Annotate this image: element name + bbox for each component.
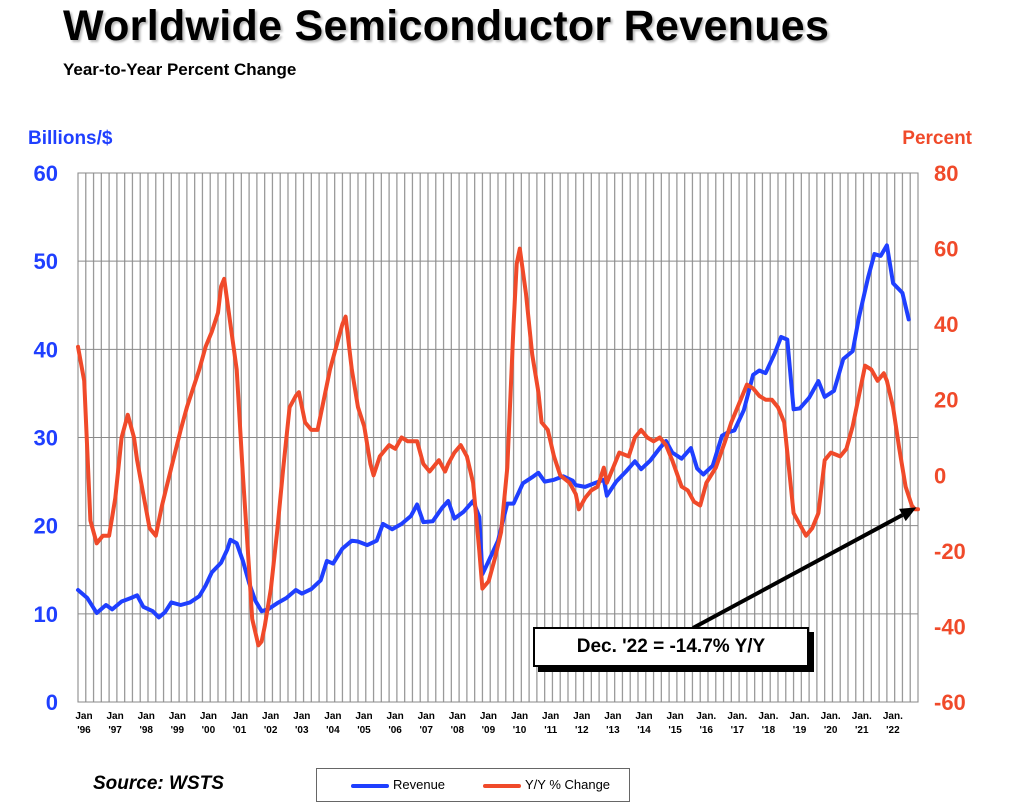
x-tick-label-month: Jan — [449, 711, 466, 722]
x-tick-label-month: Jan — [324, 711, 341, 722]
x-tick-label-year: '17 — [731, 725, 745, 736]
x-tick-label-year: '13 — [606, 725, 620, 736]
x-tick-label-year: '03 — [295, 725, 309, 736]
x-tick-label-month: Jan — [231, 711, 248, 722]
left-axis-ticks: 60 50 40 30 20 10 0 — [34, 161, 58, 715]
x-tick-label-year: '21 — [855, 725, 869, 736]
left-tick-label: 50 — [34, 249, 58, 274]
x-tick-label-year: '14 — [637, 725, 651, 736]
x-tick-label-month: Jan — [386, 711, 403, 722]
x-tick-label-month: Jan — [106, 711, 123, 722]
x-tick-label-month: Jan — [480, 711, 497, 722]
x-tick-label-month: Jan — [604, 711, 621, 722]
x-tick-label-year: '10 — [513, 725, 527, 736]
right-tick-label: 60 — [934, 237, 958, 262]
x-tick-label-year: '05 — [357, 725, 371, 736]
x-tick-label-month: Jan. — [790, 711, 810, 722]
x-tick-label-month: Jan — [418, 711, 435, 722]
chart-subtitle: Year-to-Year Percent Change — [63, 60, 297, 79]
x-tick-label-month: Jan — [573, 711, 590, 722]
x-tick-label-month: Jan — [262, 711, 279, 722]
x-tick-label-month: Jan — [169, 711, 186, 722]
x-tick-label-month: Jan. — [727, 711, 747, 722]
x-tick-label-year: '15 — [668, 725, 682, 736]
x-axis-ticks: Jan '96 Jan '97 Jan '98 Jan '99 Jan '00 Jan '01 Jan '… — [75, 711, 903, 736]
x-tick-label-year: '07 — [419, 725, 433, 736]
legend-item-yoy: Y/Y % Change — [483, 777, 610, 792]
left-tick-label: 30 — [34, 426, 58, 451]
annotation-box: Dec. '22 = -14.7% Y/Y — [533, 627, 809, 667]
grid-lines — [77, 172, 919, 703]
right-tick-label: -60 — [934, 690, 966, 715]
x-tick-label-month: Jan. — [696, 711, 716, 722]
right-tick-label: 0 — [934, 463, 946, 488]
legend-label-yoy: Y/Y % Change — [525, 777, 611, 792]
x-tick-label-year: '22 — [886, 725, 900, 736]
x-tick-label-year: '01 — [233, 725, 247, 736]
x-tick-label-year: '12 — [575, 725, 589, 736]
x-tick-label-month: Jan — [75, 711, 92, 722]
right-tick-label: -40 — [934, 614, 966, 639]
x-tick-label-month: Jan — [138, 711, 155, 722]
x-tick-label-year: '98 — [139, 725, 153, 736]
x-tick-label-year: '20 — [824, 725, 838, 736]
right-tick-label: -20 — [934, 539, 966, 564]
x-tick-label-month: Jan. — [883, 711, 903, 722]
chart-title: Worldwide Semiconductor Revenues — [63, 2, 830, 50]
x-tick-label-month: Jan — [511, 711, 528, 722]
right-tick-label: 20 — [934, 388, 958, 413]
left-tick-label: 60 — [34, 161, 58, 186]
legend-swatch-revenue — [351, 783, 389, 788]
legend: Revenue Y/Y % Change — [316, 768, 630, 802]
x-tick-label-year: '04 — [326, 725, 340, 736]
legend-item-revenue: Revenue — [351, 777, 445, 792]
left-tick-label: 40 — [34, 337, 58, 362]
source-label: Source: WSTS — [93, 773, 224, 794]
x-tick-label-year: '06 — [388, 725, 402, 736]
right-axis-label: Percent — [902, 128, 972, 149]
x-tick-label-year: '18 — [762, 725, 776, 736]
left-tick-label: 20 — [34, 514, 58, 539]
left-tick-label: 10 — [34, 602, 58, 627]
x-tick-label-month: Jan — [293, 711, 310, 722]
x-tick-label-year: '97 — [108, 725, 122, 736]
x-tick-label-month: Jan — [355, 711, 372, 722]
x-tick-label-month: Jan. — [852, 711, 872, 722]
x-tick-label-month: Jan. — [758, 711, 778, 722]
x-tick-label-month: Jan — [635, 711, 652, 722]
left-tick-label: 0 — [46, 690, 58, 715]
legend-swatch-yoy — [483, 783, 521, 788]
x-tick-label-year: '99 — [171, 725, 185, 736]
annotation-arrow — [692, 507, 917, 630]
annotation-arrow-head — [899, 507, 917, 522]
x-tick-label-year: '19 — [793, 725, 807, 736]
x-tick-label-year: '09 — [482, 725, 496, 736]
x-tick-label-month: Jan. — [821, 711, 841, 722]
x-tick-label-year: '02 — [264, 725, 278, 736]
x-tick-label-month: Jan — [542, 711, 559, 722]
series-lines — [76, 243, 920, 648]
annotation-arrow-shaft — [692, 513, 904, 630]
x-tick-label-year: '08 — [451, 725, 465, 736]
yoy-change-line — [76, 246, 920, 648]
right-tick-label: 40 — [934, 312, 958, 337]
x-tick-label-year: '11 — [544, 725, 557, 736]
right-tick-label: 80 — [934, 161, 958, 186]
left-axis-label: Billions/$ — [28, 128, 113, 149]
x-tick-label-year: '16 — [699, 725, 713, 736]
x-tick-label-year: '96 — [77, 725, 91, 736]
x-tick-label-month: Jan — [666, 711, 683, 722]
right-axis-ticks: 80 60 40 20 0 -20 -40 -60 — [934, 161, 966, 715]
revenue-line — [76, 243, 911, 620]
legend-label-revenue: Revenue — [393, 777, 446, 792]
x-tick-label-year: '00 — [202, 725, 216, 736]
x-tick-label-month: Jan — [200, 711, 217, 722]
